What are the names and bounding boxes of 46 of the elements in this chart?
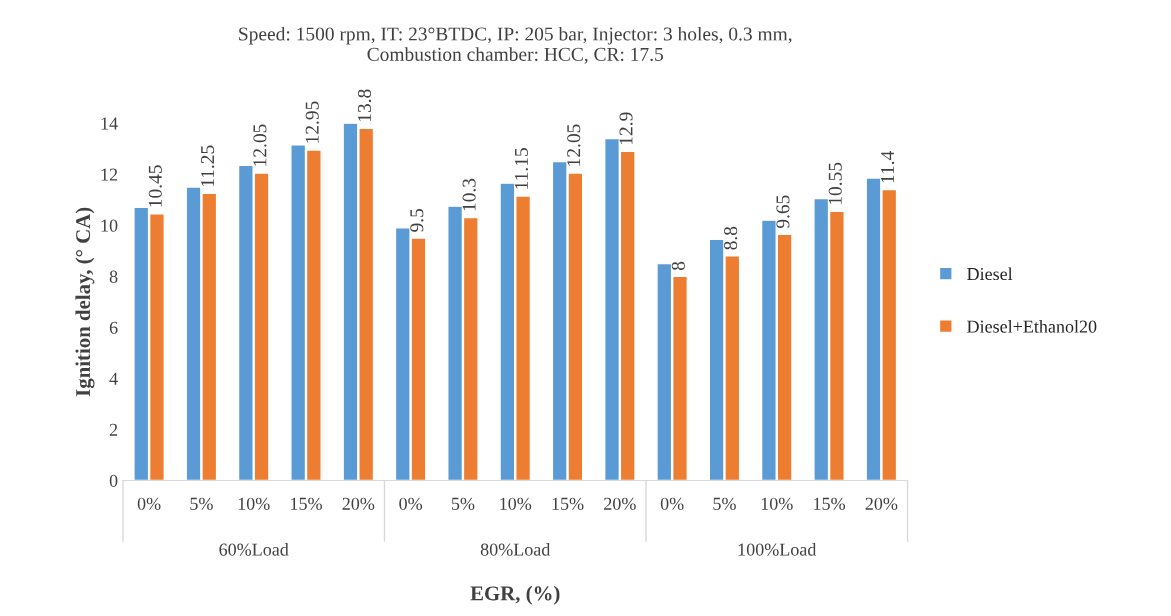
data-label: 10.45: [148, 165, 162, 207]
data-label: 11.15: [514, 148, 529, 189]
data-label: 10.55: [828, 162, 842, 204]
x-tick-label: 20%: [865, 497, 898, 510]
data-label: 11.4: [881, 151, 895, 183]
x-tick-label: 15%: [291, 497, 322, 510]
data-label: 11.25: [201, 145, 215, 187]
x-tick-label: 15%: [814, 497, 845, 510]
data-label: 12.05: [567, 124, 581, 166]
data-label: 9.65: [776, 195, 790, 229]
y-tick-label: 8: [109, 270, 118, 283]
x-tick-label: 20%: [342, 497, 375, 510]
x-tick-label: 10%: [500, 497, 532, 510]
data-label: 12.05: [253, 124, 267, 166]
y-tick-label: 12: [101, 168, 118, 181]
x-tick-label: 15%: [552, 497, 584, 510]
text: 80%Load: [480, 542, 551, 556]
y-tick-label: 14: [101, 117, 118, 130]
x-tick-label: 0%: [137, 497, 161, 510]
data-label: 8.8: [724, 226, 738, 250]
y-tick-label: 4: [109, 372, 118, 385]
x-tick-label: 5%: [451, 497, 475, 510]
y-axis-title: Ignition delay, (° CA): [75, 207, 95, 397]
x-axis-title: EGR, (%): [470, 585, 560, 605]
y-tick-label: 2: [109, 423, 118, 436]
data-label: 9.5: [410, 208, 424, 232]
x-tick-label: 0%: [399, 497, 423, 510]
x-tick-label: 5%: [713, 497, 736, 510]
x-tick-label: 5%: [190, 497, 213, 510]
data-label: 12.95: [305, 101, 319, 143]
text: 60%Load: [219, 542, 289, 556]
y-tick-label: 0: [109, 474, 118, 487]
y-tick-label: 10: [101, 219, 118, 232]
data-label: 10.3: [462, 178, 476, 211]
x-tick-label: 20%: [604, 497, 636, 510]
x-tick-label: 10%: [761, 497, 793, 510]
y-tick-label: 6: [109, 321, 118, 334]
data-label: 8: [671, 261, 685, 271]
legend-label: Diesel+Ethanol20: [967, 320, 1097, 333]
data-label: 12.9: [619, 112, 633, 145]
legend-label: Diesel: [967, 267, 1013, 281]
x-tick-label: 0%: [660, 497, 684, 510]
x-tick-label: 10%: [238, 497, 270, 510]
chart-title: Speed: 1500 rpm, IT: 23°BTDC, IP: 205 bar, Injector: 3 holes, 0.3 mm, Combustion chamber: HCC, CR: 17.5: [239, 26, 792, 64]
data-label: 13.8: [357, 89, 372, 122]
text: 100%Load: [738, 542, 817, 556]
